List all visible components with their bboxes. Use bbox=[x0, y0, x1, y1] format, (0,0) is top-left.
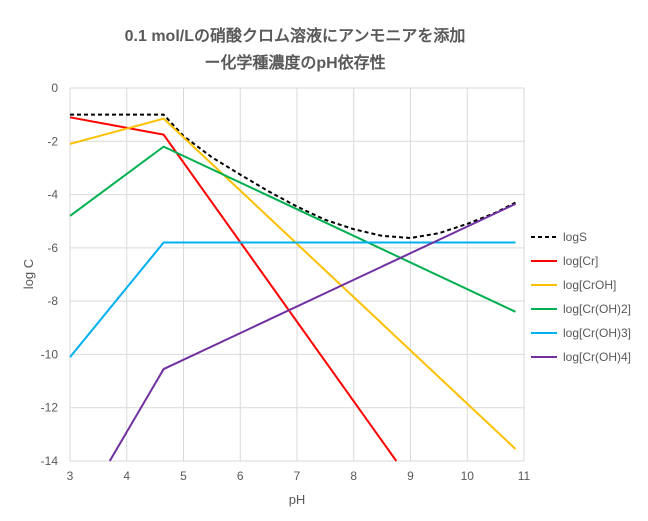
x-tick-label: 9 bbox=[407, 469, 414, 483]
y-tick-label: -8 bbox=[47, 294, 58, 308]
y-tick-label: -10 bbox=[41, 347, 59, 361]
x-tick-label: 3 bbox=[67, 469, 74, 483]
legend-label: log[Cr] bbox=[563, 254, 598, 268]
series-line-logS bbox=[70, 113, 516, 240]
chart-title-line1: 0.1 mol/Lの硝酸クロム溶液にアンモニアを添加 bbox=[125, 26, 466, 45]
y-axis-label: log C bbox=[21, 259, 36, 289]
legend-label: log[Cr(OH)2] bbox=[563, 302, 631, 316]
y-tick-label: -2 bbox=[47, 134, 58, 148]
chart-title-line2: ー化学種濃度のpH依存性 bbox=[204, 53, 385, 72]
legend-label: log[Cr(OH)4] bbox=[563, 350, 631, 364]
legend-label: logS bbox=[563, 230, 587, 244]
x-tick-label: 7 bbox=[294, 469, 301, 483]
series-line-log[CrOH] bbox=[69, 117, 517, 450]
y-tick-label: -14 bbox=[41, 454, 59, 468]
x-tick-label: 4 bbox=[123, 469, 130, 483]
y-tick-label: -12 bbox=[41, 401, 59, 415]
x-tick-label: 8 bbox=[350, 469, 357, 483]
x-axis-label: pH bbox=[289, 492, 306, 507]
y-tick-label: -4 bbox=[47, 188, 58, 202]
series-line-log[Cr(OH)2] bbox=[69, 145, 516, 313]
series-line-log[Cr(OH)4] bbox=[108, 202, 516, 462]
series-line-log[Cr(OH)3] bbox=[69, 241, 516, 358]
x-tick-label: 6 bbox=[237, 469, 244, 483]
legend-label: log[CrOH] bbox=[563, 278, 616, 292]
y-tick-label: 0 bbox=[51, 81, 58, 95]
series-line-log[Cr] bbox=[69, 116, 398, 462]
x-tick-label: 11 bbox=[518, 469, 531, 483]
x-tick-label: 10 bbox=[461, 469, 475, 483]
legend-label: log[Cr(OH)3] bbox=[563, 326, 631, 340]
y-tick-label: -6 bbox=[47, 241, 58, 255]
x-tick-label: 5 bbox=[180, 469, 187, 483]
